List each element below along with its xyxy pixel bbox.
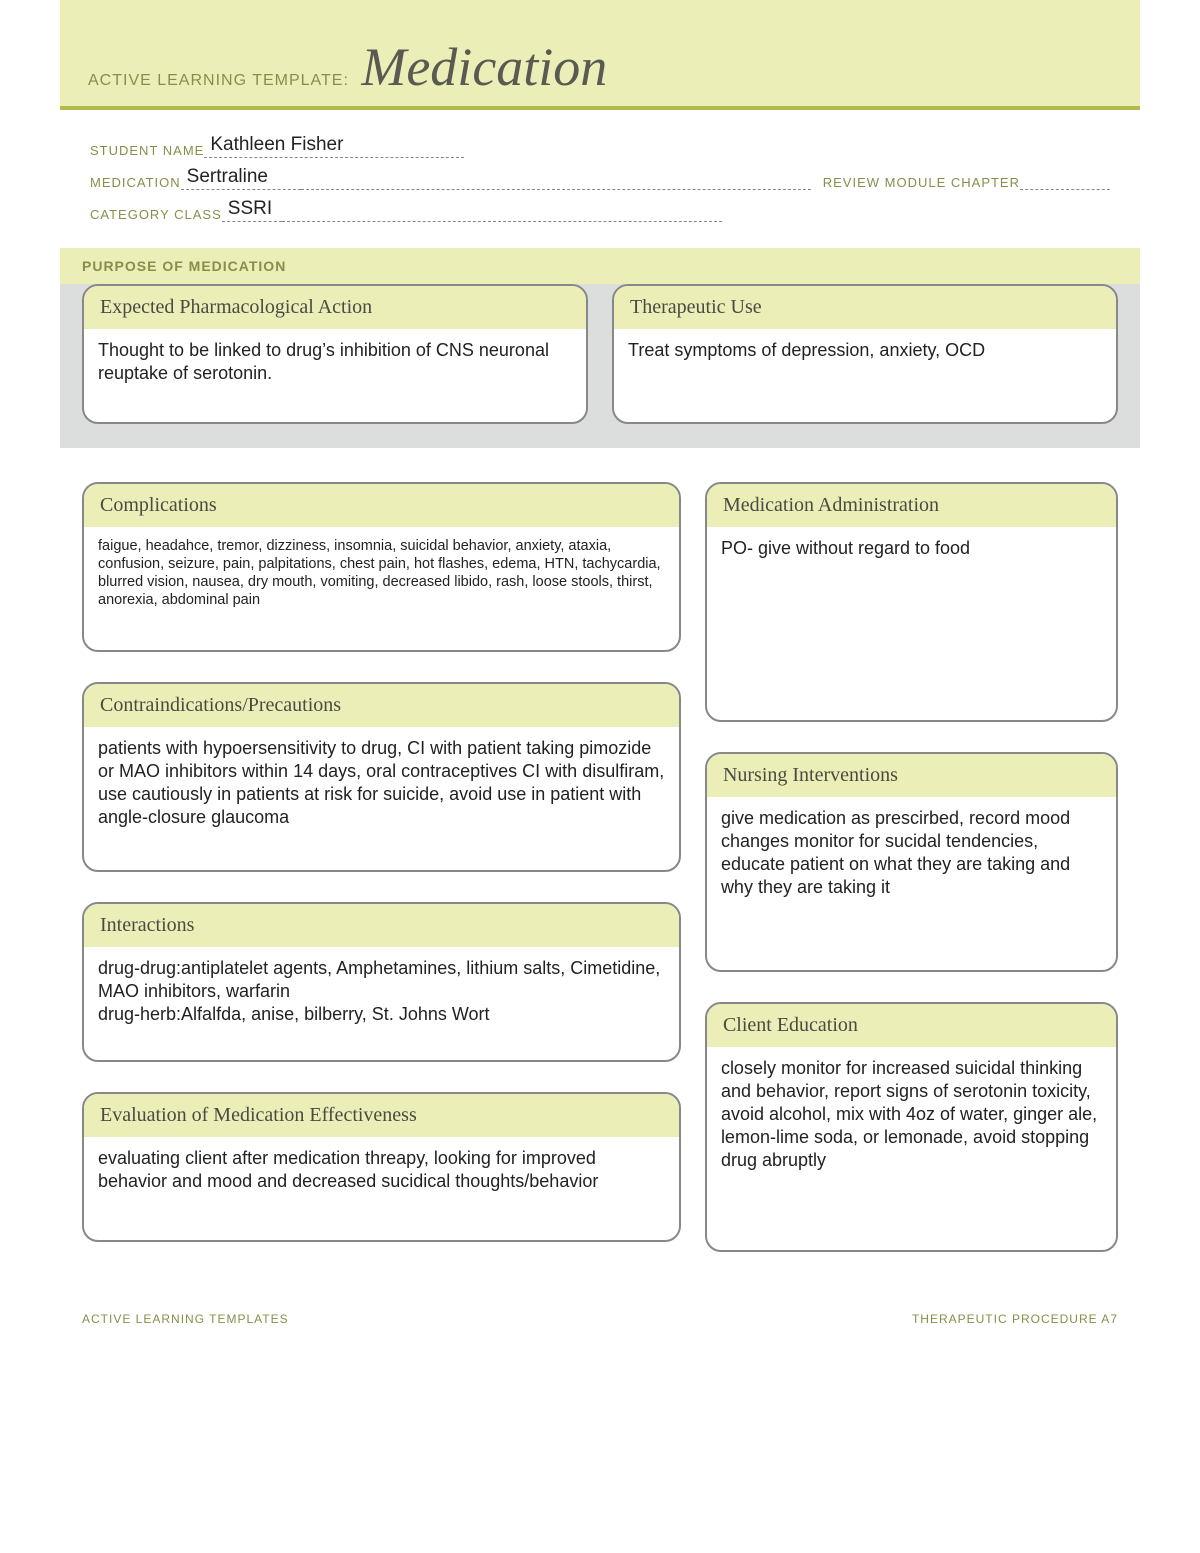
card-interactions: Interactions drug-drug:antiplatelet agen… <box>82 902 681 1062</box>
card-body-pharm: Thought to be linked to drug’s inhibitio… <box>84 329 586 399</box>
card-head-theruse: Therapeutic Use <box>614 286 1116 329</box>
purpose-label: PURPOSE OF MEDICATION <box>82 258 1118 284</box>
card-administration: Medication Administration PO- give witho… <box>705 482 1118 722</box>
student-name-label: STUDENT NAME <box>90 143 204 158</box>
card-therapeutic-use: Therapeutic Use Treat symptoms of depres… <box>612 284 1118 424</box>
card-nursing: Nursing Interventions give medication as… <box>705 752 1118 972</box>
col-right: Medication Administration PO- give witho… <box>705 482 1118 1252</box>
card-head-admin: Medication Administration <box>707 484 1116 527</box>
medication-line <box>301 172 811 190</box>
card-head-contra: Contraindications/Precautions <box>84 684 679 727</box>
header-prefix: ACTIVE LEARNING TEMPLATE: <box>88 72 349 90</box>
connector-line <box>907 972 915 1002</box>
card-body-education: closely monitor for increased suicidal t… <box>707 1047 1116 1186</box>
card-body-nursing: give medication as prescirbed, record mo… <box>707 797 1116 913</box>
card-evaluation: Evaluation of Medication Effectiveness e… <box>82 1092 681 1242</box>
purpose-boxes: Expected Pharmacological Action Thought … <box>60 284 1140 448</box>
card-body-contra: patients with hypoersensitivity to drug,… <box>84 727 679 843</box>
card-head-nursing: Nursing Interventions <box>707 754 1116 797</box>
meta-block: STUDENT NAME Kathleen Fisher MEDICATION … <box>60 110 1140 248</box>
col-left: Complications faigue, headahce, tremor, … <box>82 482 681 1252</box>
card-body-theruse: Treat symptoms of depression, anxiety, O… <box>614 329 1116 376</box>
card-education: Client Education closely monitor for inc… <box>705 1002 1118 1252</box>
category-line <box>282 204 722 222</box>
header-title: Medication <box>361 36 607 98</box>
footer-right: THERAPEUTIC PROCEDURE A7 <box>912 1312 1118 1326</box>
card-body-complications: faigue, headahce, tremor, dizziness, ins… <box>84 527 679 624</box>
header-band: ACTIVE LEARNING TEMPLATE: Medication <box>60 0 1140 110</box>
card-pharm-action: Expected Pharmacological Action Thought … <box>82 284 588 424</box>
card-contraindications: Contraindications/Precautions patients w… <box>82 682 681 872</box>
card-head-eval: Evaluation of Medication Effectiveness <box>84 1094 679 1137</box>
card-head-education: Client Education <box>707 1004 1116 1047</box>
card-head-pharm: Expected Pharmacological Action <box>84 286 586 329</box>
page: ACTIVE LEARNING TEMPLATE: Medication STU… <box>60 0 1140 1400</box>
meta-row-medication: MEDICATION Sertraline REVIEW MODULE CHAP… <box>90 166 1110 190</box>
card-head-complications: Complications <box>84 484 679 527</box>
footer: ACTIVE LEARNING TEMPLATES THERAPEUTIC PR… <box>60 1252 1140 1346</box>
main-grid: Complications faigue, headahce, tremor, … <box>60 448 1140 1252</box>
medication-label: MEDICATION <box>90 175 181 190</box>
review-label: REVIEW MODULE CHAPTER <box>823 175 1020 190</box>
category-label: CATEGORY CLASS <box>90 207 222 222</box>
footer-left: ACTIVE LEARNING TEMPLATES <box>82 1312 289 1326</box>
card-head-interactions: Interactions <box>84 904 679 947</box>
card-body-eval: evaluating client after medication threa… <box>84 1137 679 1207</box>
category-value: SSRI <box>222 198 282 222</box>
meta-row-category: CATEGORY CLASS SSRI <box>90 198 1110 222</box>
card-complications: Complications faigue, headahce, tremor, … <box>82 482 681 652</box>
student-name-value: Kathleen Fisher <box>204 134 464 158</box>
purpose-band: PURPOSE OF MEDICATION <box>60 248 1140 284</box>
meta-row-student: STUDENT NAME Kathleen Fisher <box>90 134 1110 158</box>
medication-value: Sertraline <box>181 166 301 190</box>
card-body-admin: PO- give without regard to food <box>707 527 1116 574</box>
review-line <box>1020 172 1110 190</box>
card-body-interactions: drug-drug:antiplatelet agents, Amphetami… <box>84 947 679 1040</box>
